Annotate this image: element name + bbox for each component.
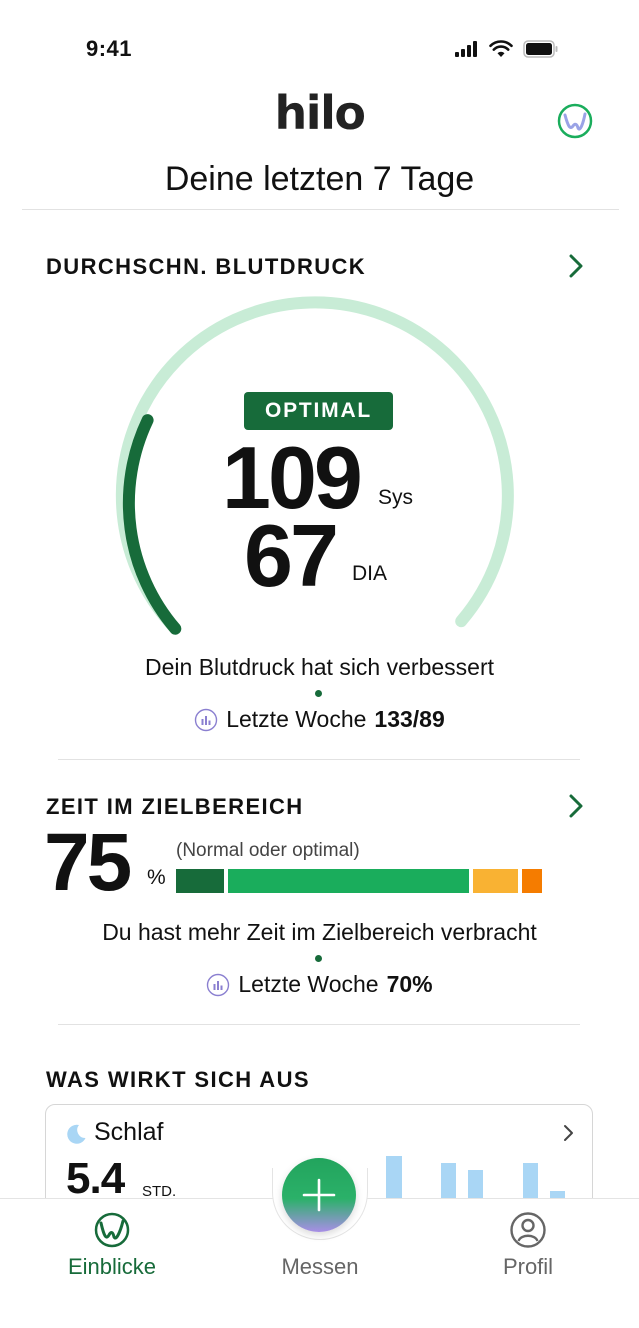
tir-range-bar [176,869,542,893]
systolic-value: 109 [222,428,363,527]
bp-last-week-label: Letzte Woche [226,706,367,732]
range-segment-elevated [473,869,518,893]
app-logo: hilo [274,86,366,140]
bp-divider [58,759,580,760]
tir-last-week-label: Letzte Woche [238,971,379,997]
gauge-value-arc [122,414,182,635]
bp-last-week: Letzte Woche 133/89 [0,706,639,733]
sleep-unit: STD. [142,1183,177,1200]
signal-icon [455,41,477,57]
tir-unit: % [147,866,166,889]
nav-item-profile[interactable] [508,1210,548,1255]
tir-divider [58,1024,580,1025]
bp-status-badge: OPTIMAL [244,392,393,430]
insights-icon [94,1212,130,1248]
bp-message: Dein Blutdruck hat sich verbessert [145,654,494,680]
bp-last-week-value: 133/89 [374,706,445,732]
tir-chevron-right-icon[interactable] [566,792,586,820]
tir-note: (Normal oder optimal) [176,840,360,861]
nav-label-insights[interactable]: Einblicke [67,1254,157,1279]
status-icons [455,40,559,58]
hilo-badge-icon[interactable] [556,102,594,140]
battery-icon [523,40,558,58]
bp-chevron-right-icon[interactable] [566,252,586,280]
range-segment-normal [228,869,469,893]
sleep-value: 5.4 [66,1154,125,1203]
header-divider [22,209,619,210]
sleep-bar-chart [386,1156,565,1200]
bp-section-title: DURCHSCHN. BLUTDRUCK [46,254,367,279]
bp-gauge [115,296,514,635]
history-chart-icon [195,708,218,731]
sleep-card-title: Schlaf [94,1118,164,1146]
page-title: Deine letzten 7 Tage [164,160,475,198]
tir-message: Du hast mehr Zeit im Zielbereich verbrac… [102,919,537,945]
tir-last-week: Letzte Woche 70% [0,971,639,998]
range-segment-high [522,869,542,893]
wifi-icon [489,40,513,57]
nav-label-profile[interactable]: Profil [502,1254,554,1279]
tir-last-week-value: 70% [386,971,433,997]
tir-dot-separator [315,955,322,962]
range-segment-optimal [176,869,224,893]
diastolic-unit: DIA [352,562,388,585]
status-time: 9:41 [86,36,133,61]
diastolic-value: 67 [244,506,339,605]
measure-fab-button[interactable] [282,1158,356,1232]
tir-value: 75 [44,817,132,908]
sleep-chevron-right-icon[interactable] [562,1122,576,1144]
gauge-track [115,296,514,635]
profile-icon [510,1212,546,1248]
tir-section-title: ZEIT IM ZIELBEREICH [46,794,304,819]
moon-icon [67,1124,86,1144]
history-chart-icon [207,973,230,996]
nav-label-measure[interactable]: Messen [281,1254,359,1279]
bp-dot-separator [315,690,322,697]
factors-section-title: WAS WIRKT SICH AUS [46,1067,310,1092]
systolic-unit: Sys [378,486,414,509]
plus-icon [302,1178,336,1212]
nav-item-insights[interactable] [92,1210,132,1255]
